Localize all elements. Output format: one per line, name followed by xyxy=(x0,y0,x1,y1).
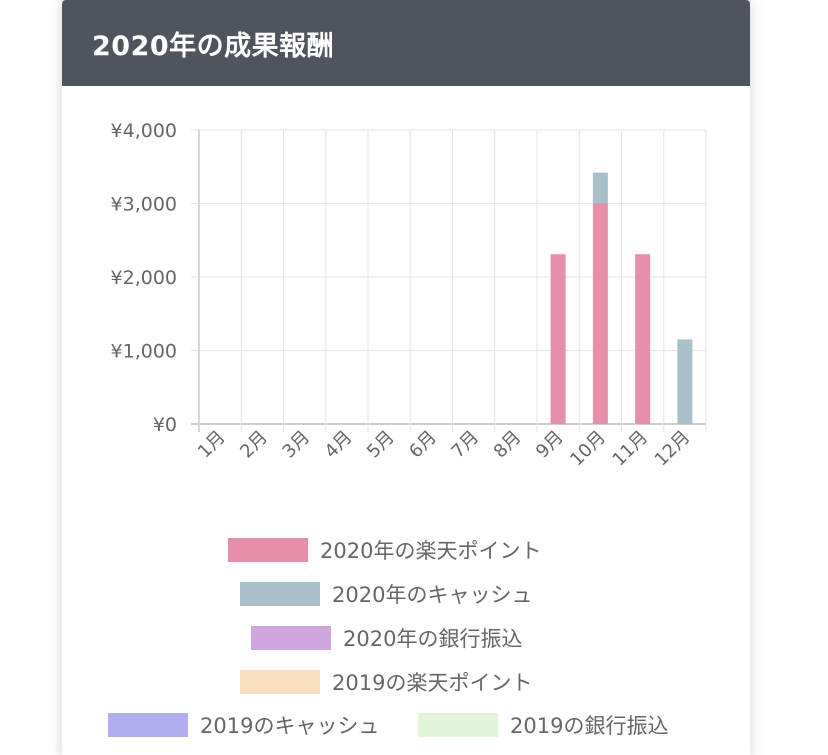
x-tick-label: 6月 xyxy=(405,427,441,463)
x-tick-label: 4月 xyxy=(321,427,357,463)
legend-swatch xyxy=(108,713,188,737)
legend-swatch xyxy=(251,626,331,650)
legend-label: 2020年の楽天ポイント xyxy=(320,539,542,563)
x-tick-label: 1月 xyxy=(194,427,230,463)
y-tick-label: ¥2,000 xyxy=(111,267,177,289)
y-tick-label: ¥4,000 xyxy=(111,120,177,142)
x-tick-label: 12月 xyxy=(651,427,695,471)
legend-swatch xyxy=(228,538,308,562)
x-tick-label: 9月 xyxy=(532,427,568,463)
legend-label: 2019の銀行振込 xyxy=(510,714,669,738)
legend-item[interactable]: 2019の銀行振込 xyxy=(418,711,668,739)
legend-label: 2020年のキャッシュ xyxy=(332,583,533,607)
bar xyxy=(550,254,566,424)
x-tick-label: 10月 xyxy=(566,427,610,471)
bar xyxy=(592,203,608,424)
y-tick-label: ¥1,000 xyxy=(111,341,177,363)
legend-label: 2019の楽天ポイント xyxy=(332,671,533,695)
bar xyxy=(677,339,693,424)
legend-item[interactable]: 2019のキャッシュ xyxy=(108,711,379,739)
legend-label: 2020年の銀行振込 xyxy=(343,627,523,651)
y-tick-label: ¥0 xyxy=(153,414,177,436)
x-tick-label: 3月 xyxy=(278,427,314,463)
legend-swatch xyxy=(240,670,320,694)
x-tick-label: 2月 xyxy=(236,427,272,463)
legend-label: 2019のキャッシュ xyxy=(200,714,380,738)
bar xyxy=(592,172,608,204)
bar xyxy=(635,254,651,424)
legend-item[interactable]: 2020年の銀行振込 xyxy=(251,624,522,652)
x-tick-label: 11月 xyxy=(608,427,652,471)
legend-swatch xyxy=(240,582,320,606)
legend-item[interactable]: 2019の楽天ポイント xyxy=(240,668,532,696)
legend-item[interactable]: 2020年の楽天ポイント xyxy=(228,536,541,564)
card-header: 2020年の成果報酬 xyxy=(62,0,750,86)
legend-item[interactable]: 2020年のキャッシュ xyxy=(240,580,532,608)
x-tick-label: 7月 xyxy=(447,427,483,463)
x-tick-label: 5月 xyxy=(363,427,399,463)
x-tick-label: 8月 xyxy=(490,427,526,463)
y-tick-label: ¥3,000 xyxy=(111,194,177,216)
card-title: 2020年の成果報酬 xyxy=(92,31,335,62)
legend-swatch xyxy=(418,713,498,737)
